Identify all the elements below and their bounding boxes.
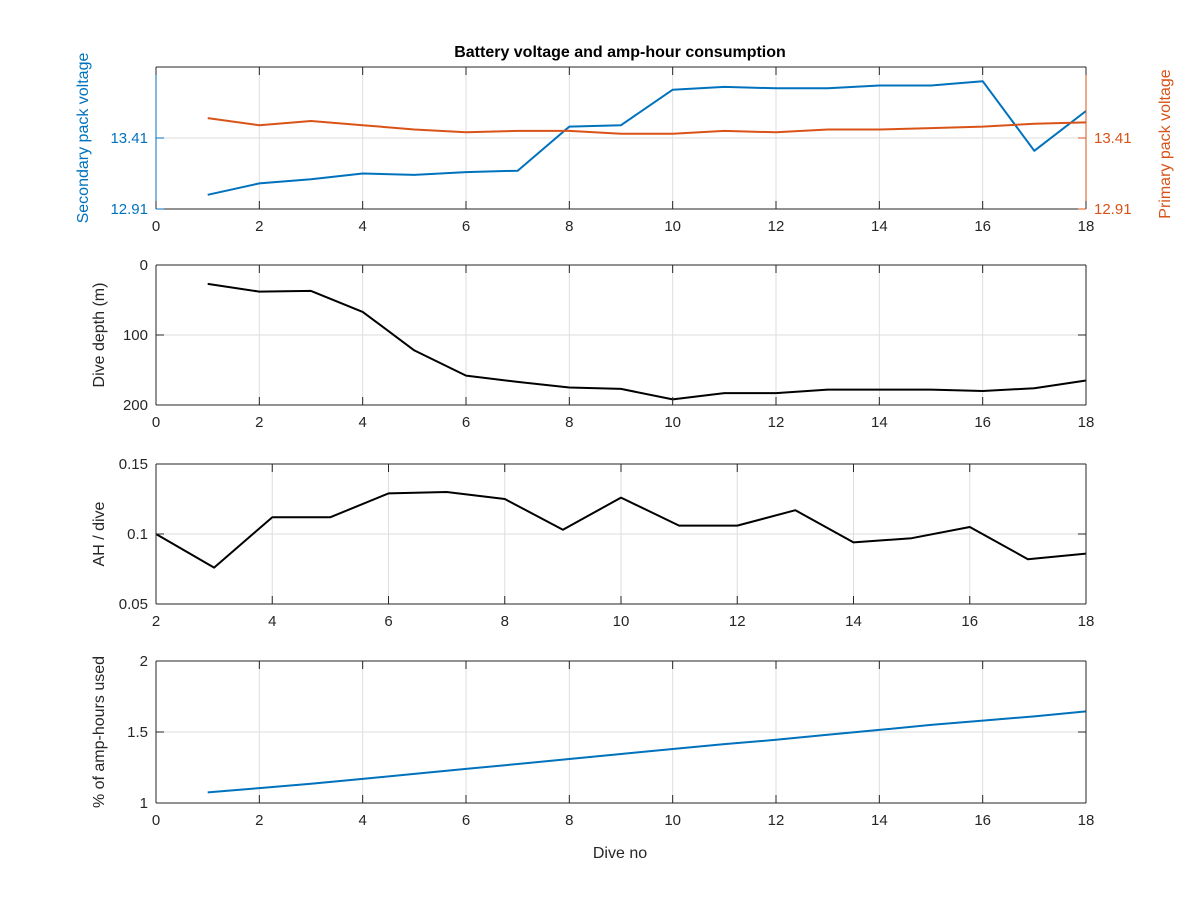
y-tick-label: 2 [140, 653, 148, 670]
x-tick-label: 10 [664, 812, 681, 829]
x-tick-label: 0 [152, 812, 160, 829]
x-tick-label: 14 [871, 812, 888, 829]
x-tick-label: 4 [358, 218, 366, 235]
x-tick-label: 18 [1078, 414, 1095, 431]
x-tick-label: 8 [565, 812, 573, 829]
y-tick-label: 1 [140, 795, 148, 812]
x-tick-label: 4 [268, 613, 276, 630]
y-tick-label: 12.91 [110, 201, 148, 218]
x-tick-label: 2 [255, 218, 263, 235]
x-tick-label: 2 [152, 613, 160, 630]
y-tick-label: 13.41 [110, 130, 148, 147]
panel-3: 2 4 6 8 10 12 14 16 18 0.05 0.1 0.15 AH / dive [91, 456, 1094, 630]
x-tick-label: 6 [462, 414, 470, 431]
y-axis-label: Secondary pack voltage [75, 53, 92, 224]
series-line-1 [207, 282, 1087, 401]
series-line-2 [207, 117, 1087, 135]
y-tick-label: 0.15 [119, 456, 148, 473]
x-tick-label: 4 [358, 812, 366, 829]
x-tick-label: 6 [384, 613, 392, 630]
chart-title: Battery voltage and amp-hour consumption [454, 44, 786, 61]
x-tick-label: 16 [961, 613, 978, 630]
y-tick-label: 1.5 [127, 724, 148, 741]
x-tick-label: 0 [152, 218, 160, 235]
x-tick-label: 12 [729, 613, 746, 630]
x-tick-label: 8 [501, 613, 509, 630]
x-tick-label: 10 [664, 218, 681, 235]
x-tick-label: 16 [974, 812, 991, 829]
x-tick-label: 2 [255, 812, 263, 829]
y-axis-label: Dive depth (m) [91, 283, 108, 388]
series-line-1 [207, 710, 1087, 794]
x-tick-label: 6 [462, 812, 470, 829]
y-right-tick-label: 12.91 [1094, 201, 1132, 218]
y-tick-label: 0.05 [119, 596, 148, 613]
x-axis-label: Dive no [593, 845, 647, 862]
x-tick-label: 4 [358, 414, 366, 431]
x-tick-label: 16 [974, 414, 991, 431]
y-right-tick-label: 13.41 [1094, 130, 1132, 147]
x-tick-label: 0 [152, 414, 160, 431]
x-tick-label: 18 [1078, 812, 1095, 829]
x-tick-label: 14 [871, 218, 888, 235]
y-tick-label: 0.1 [127, 526, 148, 543]
x-tick-label: 10 [664, 414, 681, 431]
series-line-1 [207, 80, 1087, 196]
y-tick-label: 200 [123, 397, 148, 414]
panel-2: 0 2 4 6 8 10 12 14 16 18 0 100 200 Dive depth (m) [91, 257, 1094, 431]
panel-1: 0 2 4 6 8 10 12 14 16 1812.9113.4112.9113.41Secon… [75, 53, 1174, 235]
x-tick-label: 10 [613, 613, 630, 630]
x-tick-label: 12 [768, 414, 785, 431]
x-tick-label: 2 [255, 414, 263, 431]
x-tick-label: 14 [845, 613, 862, 630]
y-tick-label: 0 [140, 257, 148, 274]
series-line-1 [155, 491, 1087, 569]
x-tick-label: 18 [1078, 613, 1095, 630]
y-axis-label: AH / dive [91, 501, 108, 566]
y-tick-label: 100 [123, 327, 148, 344]
x-tick-label: 12 [768, 218, 785, 235]
panel-4: 0 2 4 6 8 10 12 14 16 18 1 1.5 2 % of amp-hours used [91, 653, 1094, 829]
y-axis-label: % of amp-hours used [91, 656, 108, 808]
x-tick-label: 18 [1078, 218, 1095, 235]
x-tick-label: 6 [462, 218, 470, 235]
x-tick-label: 8 [565, 414, 573, 431]
x-tick-label: 12 [768, 812, 785, 829]
x-tick-label: 8 [565, 218, 573, 235]
y-right-axis-label: Primary pack voltage [1157, 69, 1174, 218]
x-tick-label: 16 [974, 218, 991, 235]
x-tick-label: 14 [871, 414, 888, 431]
